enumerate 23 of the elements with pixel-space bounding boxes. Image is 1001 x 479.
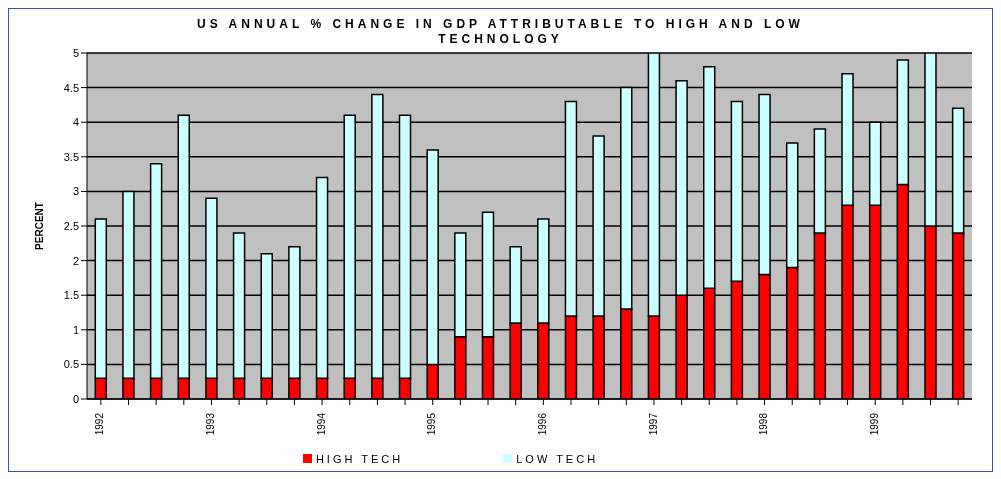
x-tick-label: 1997 xyxy=(647,412,659,436)
legend-label: HIGH TECH xyxy=(315,453,404,465)
chart-title: US ANNUAL % CHANGE IN GDP ATTRIBUTABLE TO HIGH AND LOW TECHNOLOGY xyxy=(196,16,805,47)
y-tick-label: 1 xyxy=(72,323,79,336)
x-tick-label: 1993 xyxy=(205,412,217,436)
y-tick-label: 5 xyxy=(72,46,79,59)
x-tick-label: 1994 xyxy=(315,412,327,436)
x-tick-label: 1995 xyxy=(426,412,438,436)
legend-label: LOW TECH xyxy=(516,453,599,465)
x-tick-label: 1999 xyxy=(868,412,880,436)
x-tick-label: 1998 xyxy=(758,412,770,436)
y-tick-label: 1.5 xyxy=(63,289,79,302)
x-tick-label: 1996 xyxy=(536,412,548,436)
y-tick-label: 2.5 xyxy=(63,219,79,232)
x-tick-label: 1992 xyxy=(94,412,106,436)
y-tick-label: 4.5 xyxy=(63,81,79,94)
y-axis-title: PERCENT xyxy=(33,202,45,250)
y-tick-label: 4 xyxy=(72,116,79,129)
y-tick-label: 0 xyxy=(72,392,79,405)
y-tick-label: 0.5 xyxy=(63,358,79,371)
y-tick-label: 3 xyxy=(72,185,79,198)
y-tick-label: 2 xyxy=(72,254,79,267)
y-tick-label: 3.5 xyxy=(63,150,79,163)
